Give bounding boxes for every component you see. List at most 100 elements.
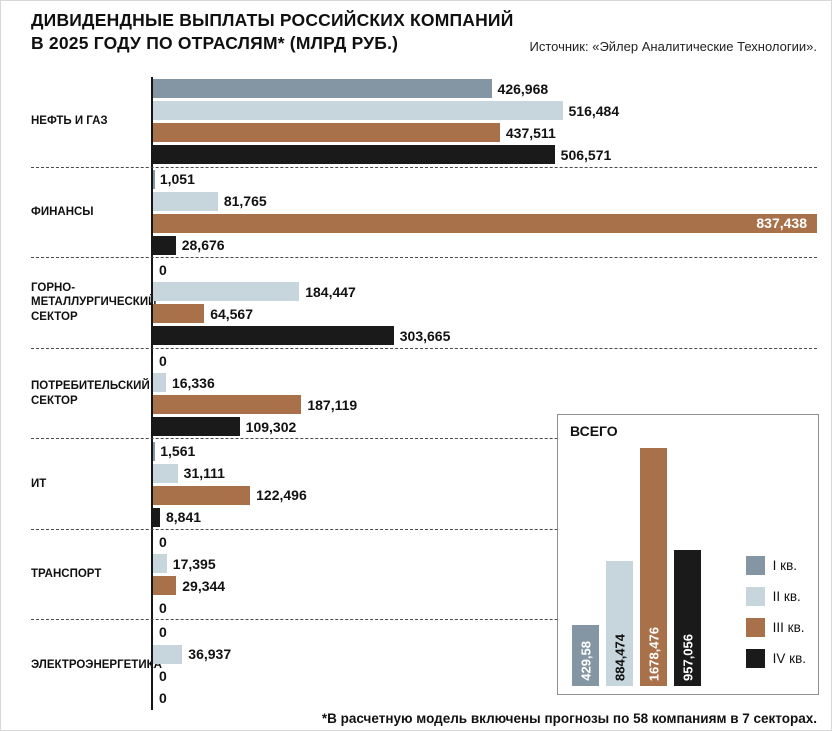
source-note: Источник: «Эйлер Аналитические Технологи… — [529, 39, 818, 54]
bar-line: 81,765 — [153, 191, 817, 211]
bar-value: 0 — [159, 599, 167, 616]
category-label: ИТ — [31, 477, 47, 490]
bar — [153, 554, 167, 574]
main-chart: НЕФТЬ И ГАЗ 426,968 516,484 437,511 506,571 Ф… — [31, 77, 817, 711]
bar — [153, 169, 155, 189]
bar-value: 437,511 — [505, 124, 556, 141]
bar-line: 64,567 — [153, 304, 817, 324]
bar — [153, 395, 302, 415]
bar-line: 36,937 — [153, 644, 817, 664]
bar — [153, 213, 817, 233]
bar-line: 1,051 — [153, 169, 817, 189]
bar-value: 184,447 — [305, 283, 356, 300]
page-title-line2: В 2025 ГОДУ ПО ОТРАСЛЯМ* (МЛРД РУБ.) — [31, 33, 399, 54]
bar-line: 0 — [153, 689, 817, 708]
bar-line: 16,336 — [153, 373, 817, 393]
bar-line: 0 — [153, 351, 817, 370]
legend-color-swatch — [745, 587, 765, 606]
total-bar: 957,056 — [674, 550, 701, 686]
bar-value: 109,302 — [245, 418, 297, 435]
bar-line: 17,395 — [153, 554, 817, 574]
bar — [153, 485, 251, 505]
bar — [153, 441, 155, 461]
total-bar-value: 957,056 — [680, 634, 695, 681]
chart-row: ЭЛЕКТРОЭНЕРГЕТИКА 0 36,937 0 0 — [31, 620, 817, 711]
total-bar: 1678,476 — [640, 448, 667, 686]
bar-value: 29,344 — [182, 577, 226, 594]
total-bar: 884,474 — [606, 560, 633, 686]
bar-value: 8,841 — [166, 509, 202, 526]
bar-line: 122,496 — [153, 485, 817, 505]
category-bars: 0 36,937 0 0 — [151, 620, 817, 711]
bar — [153, 191, 218, 211]
bar-value: 303,665 — [399, 327, 451, 344]
bar-line: 0 — [153, 260, 817, 279]
category-label: ПОТРЕБИТЕЛЬСКИЙ СЕКТОР — [31, 379, 150, 407]
category-label: ЭЛЕКТРОЭНЕРГЕТИКА — [31, 658, 162, 671]
page-title-line1: ДИВИДЕНДНЫЕ ВЫПЛАТЫ РОССИЙСКИХ КОМПАНИЙ — [31, 10, 514, 30]
legend-label: II кв. — [772, 589, 801, 604]
bar-value: 16,336 — [171, 374, 215, 391]
bar — [153, 463, 178, 483]
bar — [153, 417, 240, 437]
footnote: *В расчетную модель включены прогнозы по… — [321, 711, 817, 726]
bar — [153, 101, 563, 121]
bar — [153, 123, 500, 143]
category-bars: 1,051 81,765 837,438 28,676 — [151, 167, 817, 258]
bar-line: 0 — [153, 667, 817, 686]
bar — [153, 326, 394, 346]
bar — [153, 79, 492, 99]
legend-color-swatch — [745, 618, 765, 637]
bar-value: 0 — [159, 624, 167, 641]
chart-row: НЕФТЬ И ГАЗ 426,968 516,484 437,511 506,571 — [31, 77, 817, 168]
bar-line: 0 — [153, 598, 817, 617]
chart-row: ТРАНСПОРТ 0 17,395 29,344 0 — [31, 529, 817, 621]
total-bar-value: 1678,476 — [646, 626, 661, 681]
category-label: ФИНАНСЫ — [31, 205, 94, 218]
totals-inset: ВСЕГО 429,58 884,474 1678,476 957,056 I кв.… — [557, 414, 819, 695]
bar-line: 837,438 — [153, 213, 817, 233]
bar-line: 0 — [153, 532, 817, 551]
bar-line: 8,841 — [153, 507, 817, 527]
bar — [153, 644, 183, 664]
bar-value: 28,676 — [181, 237, 225, 254]
legend-item: IV кв. — [745, 649, 806, 668]
bar-value: 426,968 — [497, 80, 549, 97]
bar — [153, 282, 300, 302]
bar-value: 122,496 — [256, 487, 307, 504]
bar-value: 0 — [159, 261, 167, 278]
bar-value: 516,484 — [568, 102, 620, 119]
bar-line: 187,119 — [153, 395, 817, 415]
total-bar-value: 884,474 — [612, 634, 627, 681]
bar-value: 0 — [159, 668, 167, 685]
bar-value: 837,438 — [756, 215, 807, 232]
bar-value: 1,051 — [159, 171, 195, 188]
legend: I кв. II кв. III кв. IV кв. — [745, 556, 806, 668]
category-bars: 0 16,336 187,119 109,302 — [151, 348, 817, 439]
bar — [153, 145, 555, 165]
bar-value: 64,567 — [210, 305, 254, 322]
bar-value: 31,111 — [183, 465, 225, 482]
category-label: ГОРНО-МЕТАЛЛУРГИЧЕСКИЙ СЕКТОР — [31, 281, 157, 324]
bar — [153, 235, 176, 255]
bar-value: 17,395 — [172, 555, 216, 572]
legend-item: III кв. — [745, 618, 806, 637]
chart-row: ИТ 1,561 31,111 122,496 8,841 — [31, 439, 817, 530]
bar — [153, 373, 166, 393]
bar-line: 28,676 — [153, 235, 817, 255]
bar — [153, 576, 177, 596]
category-label: НЕФТЬ И ГАЗ — [31, 115, 108, 128]
bar-line: 0 — [153, 623, 817, 642]
bar — [153, 304, 205, 324]
total-bar: 429,58 — [572, 625, 599, 686]
bar-value: 36,937 — [188, 646, 232, 663]
chart-row: ФИНАНСЫ 1,051 81,765 837,438 28,676 — [31, 167, 817, 259]
bar-value: 0 — [159, 690, 167, 707]
legend-color-swatch — [745, 556, 765, 575]
bar-line: 31,111 — [153, 463, 817, 483]
category-label: ТРАНСПОРТ — [31, 568, 102, 581]
bar-line: 437,511 — [153, 123, 817, 143]
bar-line: 506,571 — [153, 145, 817, 165]
bar-line: 109,302 — [153, 417, 817, 437]
chart-row: ГОРНО-МЕТАЛЛУРГИЧЕСКИЙ СЕКТОР 0 184,447 64,… — [31, 258, 817, 349]
